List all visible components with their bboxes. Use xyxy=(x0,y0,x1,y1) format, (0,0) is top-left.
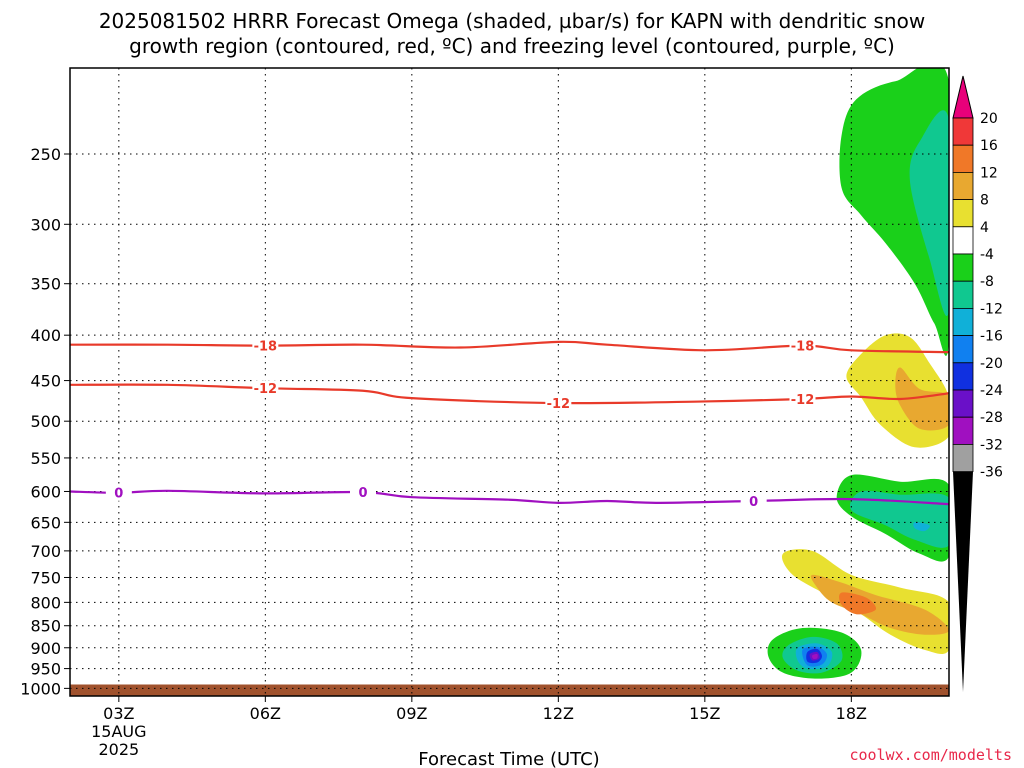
colorbar-label: 16 xyxy=(980,138,998,154)
contour-label-bg xyxy=(545,395,572,412)
contour-label: 0 xyxy=(114,487,123,502)
contour-label: -12 xyxy=(791,393,815,408)
colorbar-label: 4 xyxy=(980,220,989,236)
colorbar-label: -20 xyxy=(980,356,1003,372)
omega-area-8 xyxy=(810,574,949,635)
plot-grid xyxy=(70,68,949,696)
y-tick-label: 500 xyxy=(30,412,61,431)
x-tick-label: 12Z xyxy=(543,704,574,723)
colorbar-label: -12 xyxy=(980,301,1003,317)
colorbar-label: -4 xyxy=(980,247,994,263)
y-tick-label: 850 xyxy=(30,617,61,636)
chart-title-line2: growth region (contoured, red, ºC) and f… xyxy=(129,34,895,58)
colorbar-swatch xyxy=(952,389,974,418)
contour-label-bg xyxy=(350,484,376,501)
colorbar-label: -24 xyxy=(980,383,1003,399)
contour-label-bg xyxy=(789,390,816,407)
colorbar-top-arrow xyxy=(952,75,974,119)
contour-label-bg xyxy=(740,492,767,509)
contour-line-2 xyxy=(70,489,949,506)
y-tick-label: 350 xyxy=(30,275,61,294)
x-tick-label: 03Z xyxy=(103,704,134,723)
y-tick-label: 650 xyxy=(30,513,61,532)
plot-frame xyxy=(69,67,950,697)
contour-label: -18 xyxy=(254,340,278,355)
x-tick-label: 09Z xyxy=(396,704,427,723)
ground-fill xyxy=(70,684,949,696)
terrain-ground xyxy=(70,684,949,696)
y-tick-label: 450 xyxy=(30,372,61,391)
contour-label: -18 xyxy=(791,340,815,355)
colorbar-label: 20 xyxy=(980,111,998,127)
colorbar-label: 8 xyxy=(980,193,989,209)
colorbar-swatch xyxy=(952,144,974,173)
contour-label: 0 xyxy=(358,486,367,501)
omega-area-9 xyxy=(839,592,877,615)
x-tick-label: 18Z xyxy=(836,704,867,723)
contour-label-bg xyxy=(789,337,816,354)
credit-text: coolwx.com/modelts xyxy=(849,746,1012,764)
x-tick-label: 15Z xyxy=(689,704,720,723)
y-tick-label: 300 xyxy=(30,215,61,234)
contour-label: 0 xyxy=(749,495,758,510)
contour-label: -12 xyxy=(254,382,278,397)
omega-area-5 xyxy=(850,490,949,548)
omega-area-16 xyxy=(812,653,818,660)
colorbar-label: -8 xyxy=(980,274,994,290)
y-tick-label: 600 xyxy=(30,482,61,501)
omega-area-1 xyxy=(909,110,949,316)
x-axis-label: Forecast Time (UTC) xyxy=(418,749,599,768)
colorbar-swatch xyxy=(952,253,974,282)
omega-area-6 xyxy=(913,522,930,532)
contour-label-bg xyxy=(105,484,132,501)
colorbar-label: 12 xyxy=(980,165,998,181)
colorbar-swatch xyxy=(952,280,974,309)
omega-area-3 xyxy=(895,367,949,431)
y-tick-label: 800 xyxy=(30,593,61,612)
y-tick-label: 700 xyxy=(30,542,61,561)
x-tick-label: 06Z xyxy=(250,704,281,723)
colorbar-label: -28 xyxy=(980,410,1003,426)
colorbar-swatch xyxy=(952,199,974,228)
y-tick-label: 550 xyxy=(30,449,61,468)
chart-title-line1: 2025081502 HRRR Forecast Omega (shaded, … xyxy=(99,9,925,33)
contour-line-1 xyxy=(70,383,949,405)
contour-label-bg xyxy=(252,380,279,397)
colorbar-label: -32 xyxy=(980,437,1003,453)
contour-lines: -18 -18 -12 -12 -12 0 0 0 xyxy=(70,337,949,510)
y-tick-label: 1000 xyxy=(20,679,61,698)
colorbar: 20 16 12 8 4 -4 -8 -12 -16 -20 -24 -28 -32 -36 xyxy=(952,75,1003,692)
colorbar-bottom-arrow xyxy=(953,471,973,692)
colorbar-swatch xyxy=(952,171,974,200)
y-tick-label: 900 xyxy=(30,639,61,658)
colorbar-label: -16 xyxy=(980,329,1003,345)
x-date-label: 15AUG xyxy=(91,722,146,741)
y-tick-label: 750 xyxy=(30,568,61,587)
y-tick-label: 400 xyxy=(30,326,61,345)
colorbar-swatch xyxy=(952,226,974,255)
contour-label: -12 xyxy=(547,397,571,412)
colorbar-swatch xyxy=(952,362,974,391)
omega-shading xyxy=(767,68,949,679)
colorbar-swatch xyxy=(952,117,974,146)
contour-line-0 xyxy=(70,340,949,354)
y-tick-label: 250 xyxy=(30,145,61,164)
contour-label-bg xyxy=(252,337,279,354)
colorbar-swatch xyxy=(952,335,974,364)
colorbar-swatch xyxy=(952,416,974,445)
y-tick-label: 950 xyxy=(30,660,61,679)
y-axis: 250 300 350 400 450 500 550 600 650 700 750 800 850 9… xyxy=(20,145,70,698)
x-date-label: 2025 xyxy=(98,740,139,759)
colorbar-label: -36 xyxy=(980,465,1003,481)
colorbar-swatch xyxy=(952,443,974,472)
colorbar-swatch xyxy=(952,307,974,336)
